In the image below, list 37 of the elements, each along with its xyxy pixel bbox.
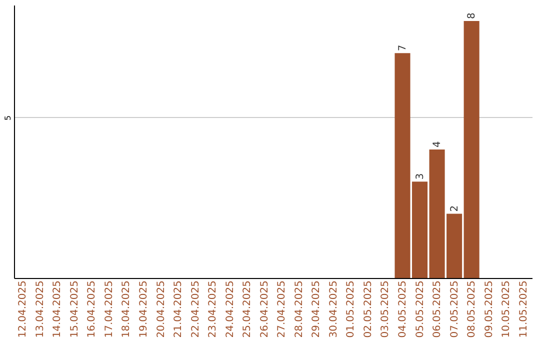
x-tick-label: 26.04.2025 — [259, 280, 270, 338]
x-tick-label: 10.05.2025 — [501, 280, 512, 338]
x-tick-label: 20.04.2025 — [156, 280, 167, 338]
x-tick-label: 18.04.2025 — [121, 280, 132, 338]
x-tick-label: 13.04.2025 — [34, 280, 46, 338]
x-tick-label: 09.05.2025 — [484, 280, 495, 338]
data-label: 2 — [449, 205, 460, 212]
x-tick-label: 04.05.2025 — [398, 280, 408, 338]
x-tick-label: 06.05.2025 — [432, 280, 444, 338]
y-tick-label: 5 — [4, 115, 12, 120]
data-label: 3 — [414, 173, 426, 180]
x-tick-label: 19.04.2025 — [138, 280, 150, 338]
x-tick-label: 16.04.2025 — [86, 280, 98, 338]
x-tick-label: 03.05.2025 — [380, 280, 392, 338]
data-label: 8 — [466, 12, 478, 20]
x-tick-label: 02.05.2025 — [362, 280, 374, 338]
data-label: 4 — [432, 141, 444, 148]
x-tick-label: 14.04.2025 — [52, 280, 64, 338]
x-tick-label: 15.04.2025 — [69, 280, 80, 338]
x-tick-label: 07.05.2025 — [449, 280, 460, 338]
x-tick-label: 05.05.2025 — [414, 280, 426, 338]
x-tick-label: 23.04.2025 — [208, 280, 219, 338]
bar — [464, 21, 480, 278]
x-tick-label: 28.04.2025 — [294, 280, 305, 338]
x-tick-label: 24.04.2025 — [224, 280, 236, 338]
data-label: 7 — [398, 44, 408, 52]
x-tick-label: 22.04.2025 — [190, 280, 202, 338]
x-tick-label: 30.04.2025 — [328, 280, 340, 338]
x-tick-label: 17.04.2025 — [104, 280, 115, 338]
x-tick-label: 27.04.2025 — [276, 280, 288, 338]
x-tick-label: 01.05.2025 — [346, 280, 357, 338]
x-tick-label: 25.04.2025 — [242, 280, 254, 338]
x-tick-label: 21.04.2025 — [173, 280, 184, 338]
x-tick-label: 29.04.2025 — [311, 280, 322, 338]
x-tick-label: 08.05.2025 — [466, 280, 478, 338]
x-tick-label: 12.04.2025 — [18, 280, 29, 338]
x-tick-label: 11.05.2025 — [518, 280, 530, 338]
